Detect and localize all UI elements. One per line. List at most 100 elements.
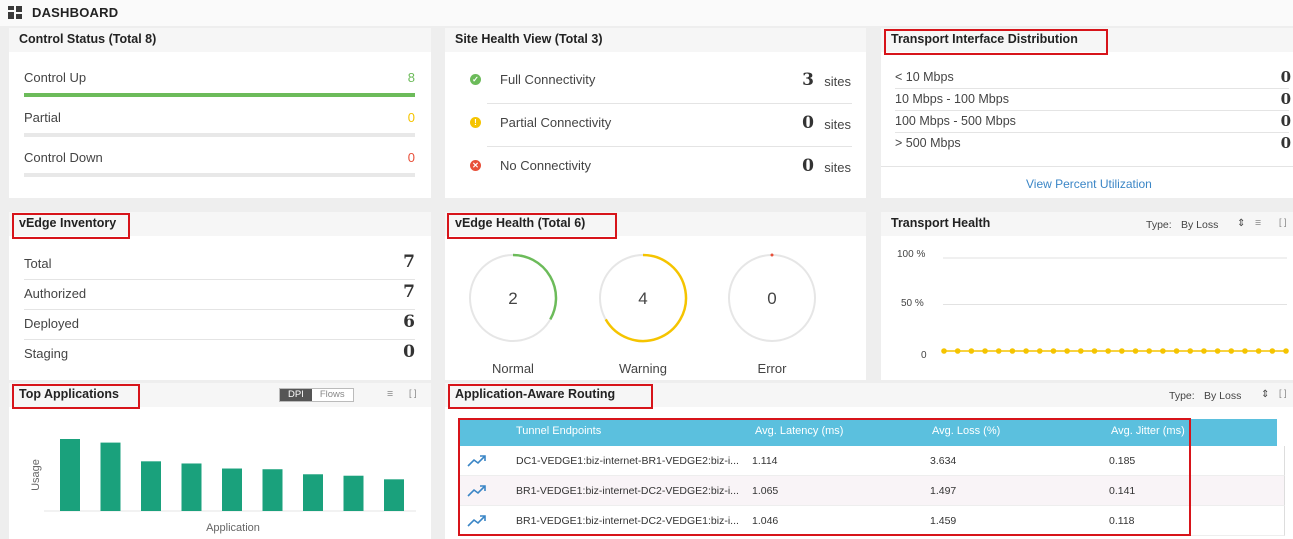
sort-arrows-icon[interactable]: ⇕: [1237, 218, 1246, 229]
data-point[interactable]: [1160, 348, 1166, 354]
filter-icon[interactable]: ≡: [1255, 217, 1262, 229]
data-point[interactable]: [1009, 348, 1016, 354]
trend-chart-icon[interactable]: [467, 484, 487, 498]
data-point[interactable]: [1023, 348, 1029, 354]
expand-icon[interactable]: [ ]: [409, 388, 417, 398]
site-health-card: Site Health View (Total 3) ✓ Full Connect…: [445, 28, 866, 198]
interface-range-value[interactable]: 0: [1280, 90, 1291, 108]
data-point[interactable]: [1255, 348, 1262, 354]
data-point[interactable]: [995, 348, 1002, 354]
inventory-value[interactable]: 7: [403, 252, 415, 272]
latency-cell: 1.046: [752, 515, 779, 527]
transport-health-header: Transport Health Type: By Loss ⇕ ≡ [ ]: [881, 212, 1293, 236]
transport-interface-title: Transport Interface Distribution: [891, 32, 1078, 46]
trend-chart-icon[interactable]: [467, 514, 487, 528]
gauge-value[interactable]: 2: [508, 289, 517, 308]
routing-table-header: Tunnel Endpoints Avg. Latency (ms) Avg. …: [459, 419, 1277, 446]
data-point[interactable]: [1283, 348, 1289, 354]
data-point[interactable]: [1078, 348, 1084, 354]
app-usage-bar[interactable]: [222, 468, 242, 511]
type-select[interactable]: By Loss: [1204, 390, 1242, 402]
table-row[interactable]: BR1-VEDGE1:biz-internet-DC2-VEDGE2:biz-i…: [459, 476, 1285, 506]
row-divider: [487, 103, 852, 104]
y-tick-label: 0: [921, 350, 927, 361]
data-point[interactable]: [1064, 348, 1070, 354]
app-usage-bar[interactable]: [100, 442, 121, 511]
column-header[interactable]: Tunnel Endpoints: [516, 425, 602, 437]
column-header[interactable]: Avg. Latency (ms): [755, 425, 844, 437]
site-health-value[interactable]: 3: [802, 70, 814, 90]
data-point[interactable]: [954, 348, 961, 354]
data-point[interactable]: [982, 348, 988, 354]
data-point[interactable]: [1201, 348, 1207, 354]
data-point[interactable]: [1050, 348, 1057, 354]
vedge-health-gauges: 2 Normal 4 Warning 0 Error: [469, 253, 816, 376]
dpi-flows-toggle[interactable]: DPI Flows: [279, 388, 354, 402]
interface-range-label: < 10 Mbps: [895, 70, 954, 84]
data-point[interactable]: [1119, 348, 1125, 354]
app-usage-bar[interactable]: [343, 475, 364, 511]
vedge-health-title: vEdge Health (Total 6): [455, 216, 586, 230]
expand-icon[interactable]: [ ]: [1279, 388, 1287, 398]
inventory-value[interactable]: 6: [403, 312, 415, 332]
data-point[interactable]: [1173, 348, 1180, 354]
page-title: DASHBOARD: [32, 5, 119, 20]
control-status-value[interactable]: 8: [407, 70, 415, 85]
data-point[interactable]: [1214, 348, 1221, 354]
control-status-header: Control Status (Total 8): [9, 28, 431, 52]
column-header[interactable]: Avg. Jitter (ms): [1111, 425, 1185, 437]
view-percent-utilization-link[interactable]: View Percent Utilization: [1026, 177, 1152, 191]
site-health-value[interactable]: 0: [802, 156, 814, 176]
data-point[interactable]: [968, 348, 975, 354]
app-usage-bar[interactable]: [262, 469, 283, 511]
jitter-cell: 0.185: [1109, 455, 1136, 467]
inventory-value[interactable]: 0: [403, 342, 415, 362]
site-health-value[interactable]: 0: [802, 113, 814, 133]
control-status-label: Control Up: [24, 70, 87, 85]
data-point[interactable]: [941, 348, 947, 354]
data-point[interactable]: [1091, 348, 1098, 354]
table-row[interactable]: DC1-VEDGE1:biz-internet-BR1-VEDGE2:biz-i…: [459, 446, 1285, 476]
row-divider: [895, 132, 1289, 133]
control-status-value[interactable]: 0: [407, 150, 415, 165]
data-point[interactable]: [1036, 348, 1043, 354]
data-point[interactable]: [1269, 348, 1276, 354]
interface-range-value[interactable]: 0: [1280, 134, 1291, 152]
app-usage-bar[interactable]: [60, 439, 80, 511]
highlight-box: [12, 384, 140, 409]
control-status-bar: [24, 133, 415, 137]
type-select[interactable]: By Loss: [1181, 219, 1219, 231]
data-point[interactable]: [1132, 348, 1139, 354]
data-point[interactable]: [1242, 348, 1248, 354]
data-point[interactable]: [1146, 348, 1152, 354]
transport-interface-header: Transport Interface Distribution: [881, 28, 1293, 52]
inventory-value[interactable]: 7: [403, 282, 415, 302]
column-header[interactable]: Avg. Loss (%): [932, 425, 1001, 437]
site-health-label: Partial Connectivity: [500, 115, 612, 130]
app-usage-bar[interactable]: [181, 463, 202, 511]
control-status-card: Control Status (Total 8) Control Up 8 Part…: [9, 28, 431, 198]
interface-range-value[interactable]: 0: [1280, 112, 1291, 130]
interface-range-value[interactable]: 0: [1280, 68, 1291, 86]
control-status-bar: [24, 93, 415, 97]
app-usage-bar[interactable]: [384, 479, 404, 511]
data-point[interactable]: [1187, 348, 1194, 354]
toggle-dpi[interactable]: DPI: [280, 389, 312, 401]
data-point[interactable]: [1228, 348, 1235, 354]
app-usage-bar[interactable]: [303, 474, 323, 511]
control-status-value[interactable]: 0: [407, 110, 415, 125]
filter-icon[interactable]: ≡: [387, 388, 394, 400]
expand-icon[interactable]: [ ]: [1279, 217, 1287, 227]
gauge-label: Error: [758, 361, 788, 376]
trend-chart-icon[interactable]: [467, 454, 487, 468]
tunnel-endpoint-cell: DC1-VEDGE1:biz-internet-BR1-VEDGE2:biz-i…: [516, 455, 739, 467]
toggle-flows[interactable]: Flows: [311, 389, 353, 401]
data-point[interactable]: [1105, 348, 1111, 354]
app-usage-bar[interactable]: [141, 461, 161, 511]
top-bar: DASHBOARD: [0, 0, 1293, 26]
sort-arrows-icon[interactable]: ⇕: [1261, 389, 1270, 400]
vedge-inventory-title: vEdge Inventory: [19, 216, 117, 230]
gauge-value[interactable]: 0: [767, 289, 776, 308]
tunnel-endpoint-cell: BR1-VEDGE1:biz-internet-DC2-VEDGE2:biz-i…: [516, 485, 739, 497]
gauge-value[interactable]: 4: [638, 289, 647, 308]
